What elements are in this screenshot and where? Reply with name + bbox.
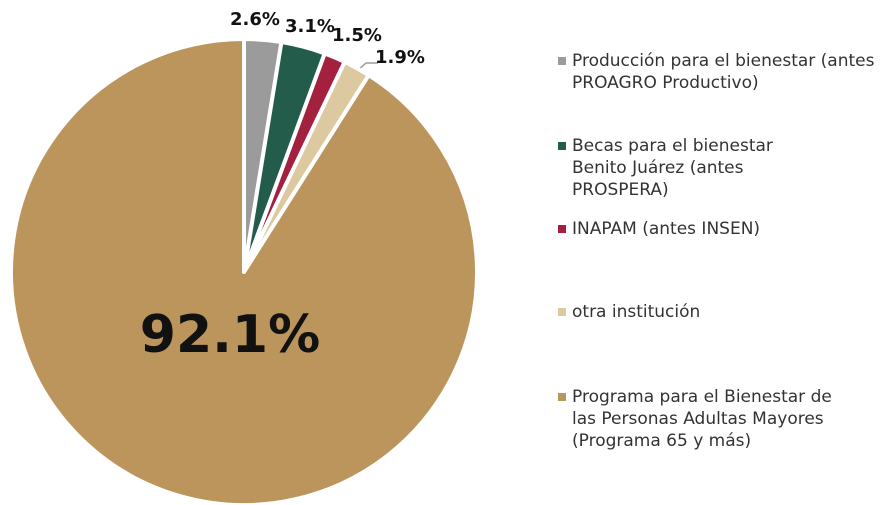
value-label: 2.6% <box>230 9 280 30</box>
value-label: 1.9% <box>375 47 425 68</box>
legend-item: INAPAM (antes INSEN) <box>558 218 890 240</box>
value-label: 1.5% <box>332 25 382 46</box>
value-label: 92.1% <box>140 305 320 365</box>
pie-slice <box>9 37 479 505</box>
legend-swatch <box>558 308 566 316</box>
legend-label: Producción para el bienestar (antes PROA… <box>572 51 875 93</box>
legend-item: otra institución <box>558 301 890 323</box>
legend-label: Becas para el bienestar Benito Juárez (a… <box>572 136 773 200</box>
pie-chart: 2.6% 3.1%1.5%1.9% 92.1% <box>9 9 479 505</box>
legend-item: Becas para el bienestar Benito Juárez (a… <box>558 135 827 201</box>
legend-swatch <box>558 142 566 150</box>
legend-swatch <box>558 393 566 401</box>
legend-item: Producción para el bienestar (antes PROA… <box>558 50 890 94</box>
legend-swatch <box>558 57 566 65</box>
legend-label: otra institución <box>572 302 701 322</box>
legend-swatch <box>558 225 566 233</box>
value-label: 3.1% <box>285 16 335 37</box>
legend-item: Programa para el Bienestar de las Person… <box>558 386 854 452</box>
legend-label: Programa para el Bienestar de las Person… <box>572 387 832 451</box>
legend-label: INAPAM (antes INSEN) <box>572 219 761 239</box>
